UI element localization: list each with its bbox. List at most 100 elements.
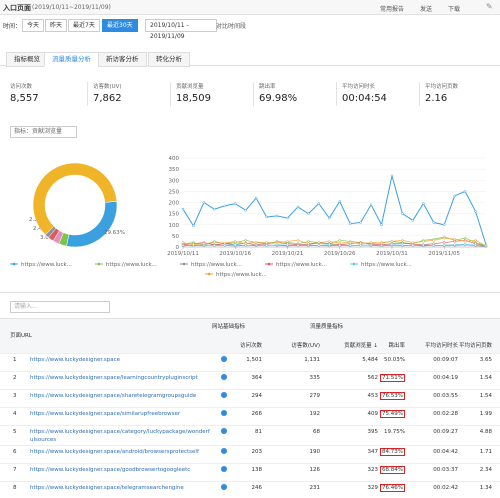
cell-value: 5,484 bbox=[362, 357, 378, 363]
cell-value: 68 bbox=[313, 429, 320, 435]
line-point bbox=[411, 219, 415, 222]
cell-value: 203 bbox=[251, 449, 263, 455]
page-url[interactable]: https://www.luckydesigner.space/android/… bbox=[30, 449, 199, 455]
cell-value: 1.54 bbox=[479, 393, 492, 399]
page-url[interactable]: https://www.luckydesigner.space bbox=[30, 357, 121, 363]
tab[interactable]: 转化分析 bbox=[148, 52, 190, 67]
line-point bbox=[286, 240, 289, 243]
indicator-select[interactable]: 指标：贡献浏览量 bbox=[10, 126, 77, 138]
line-series bbox=[182, 243, 487, 247]
action[interactable]: 常用报告 bbox=[380, 6, 405, 13]
cell-value: 00:03:37 bbox=[433, 467, 458, 473]
metric-label: 访客数(UV) bbox=[93, 84, 122, 90]
cell-value: 246 bbox=[251, 485, 263, 491]
line-point bbox=[244, 209, 247, 212]
line-point bbox=[401, 243, 404, 247]
line-point bbox=[432, 239, 436, 242]
url-icon bbox=[221, 466, 227, 472]
metric-separator bbox=[253, 82, 254, 106]
compare-link[interactable]: 对比时间段 bbox=[216, 23, 247, 30]
legend-label: https://www.luck... bbox=[191, 262, 242, 268]
metric-value: 69.98% bbox=[259, 93, 298, 104]
legend-label: https://www.luck... bbox=[106, 262, 157, 268]
page-url[interactable]: https://www.luckydesigner.space/sharetel… bbox=[30, 393, 197, 399]
row-line bbox=[0, 389, 500, 390]
cell-value: 1.71 bbox=[479, 449, 492, 455]
search-input[interactable]: 请输入... bbox=[10, 301, 110, 313]
legend-dot bbox=[352, 262, 356, 266]
line-point bbox=[202, 201, 206, 204]
page-url[interactable]: https://www.luckydesigner.space/goodbrow… bbox=[30, 467, 191, 473]
pin-icon[interactable]: ✎ bbox=[486, 2, 493, 11]
page-url[interactable]: https://www.luckydesigner.space/similaru… bbox=[30, 411, 181, 417]
line-point bbox=[328, 216, 331, 220]
page-url[interactable]: https://www.luckydesigner.space/category… bbox=[30, 429, 210, 443]
url-icon bbox=[221, 448, 227, 454]
date-input[interactable]: 2019/10/11 - 2019/11/09 bbox=[145, 19, 217, 40]
url-icon bbox=[221, 356, 227, 362]
group-header: 网站基础指标 bbox=[212, 324, 246, 330]
line-point bbox=[233, 240, 237, 243]
line-point bbox=[411, 244, 415, 247]
line-point bbox=[442, 241, 446, 244]
x-tick-label: 2019/10/16 bbox=[219, 251, 251, 257]
page-url[interactable]: https://www.luckydesigner.space/telegram… bbox=[30, 485, 184, 491]
line-point bbox=[223, 204, 227, 208]
action[interactable]: 下载 bbox=[448, 6, 461, 13]
filter-option[interactable]: 昨天 bbox=[45, 19, 68, 32]
cell-value: 00:02:28 bbox=[433, 411, 458, 417]
line-point bbox=[192, 224, 195, 228]
cell-value: 1,131 bbox=[304, 357, 320, 363]
line-point bbox=[307, 242, 310, 245]
y-tick-label: 100 bbox=[169, 223, 180, 229]
filter-option[interactable]: 最近7天 bbox=[68, 19, 100, 32]
cell-value: 75.49% bbox=[380, 410, 405, 418]
metric-label: 平均访问页数 bbox=[425, 84, 459, 90]
line-point bbox=[390, 240, 394, 243]
metric-value: 8,557 bbox=[10, 93, 39, 104]
line-point bbox=[453, 237, 456, 241]
line-point bbox=[328, 243, 331, 247]
y-tick-label: 150 bbox=[169, 212, 180, 218]
metric-value: 2.16 bbox=[425, 93, 448, 104]
row-index: 7 bbox=[13, 467, 17, 473]
x-tick-label: 2019/10/21 bbox=[272, 251, 304, 257]
metric-value: 18,509 bbox=[176, 93, 211, 104]
url-icon bbox=[221, 410, 227, 416]
cell-value: 347 bbox=[367, 449, 379, 455]
filter-option[interactable]: 最近30天 bbox=[102, 19, 138, 32]
filter-label: 时间： bbox=[3, 23, 22, 30]
cell-value: 3.65 bbox=[479, 357, 492, 363]
cell-value: 231 bbox=[309, 485, 321, 491]
filter-option[interactable]: 今天 bbox=[22, 19, 45, 32]
y-tick-label: 50 bbox=[172, 234, 179, 240]
cell-value: 00:03:55 bbox=[433, 393, 458, 399]
cell-value: 68.84% bbox=[380, 466, 405, 474]
cell-value: 335 bbox=[309, 375, 321, 381]
line-point bbox=[317, 202, 321, 205]
cell-value: 294 bbox=[251, 393, 263, 399]
line-point bbox=[484, 244, 488, 248]
tab[interactable]: 新访客分析 bbox=[98, 52, 147, 67]
pie-label: 29.63% bbox=[104, 230, 125, 236]
cell-value: 4.88 bbox=[479, 429, 492, 435]
row-line bbox=[0, 425, 500, 426]
action[interactable]: 发送 bbox=[420, 6, 433, 13]
legend-label: https://www.luck... bbox=[361, 262, 412, 268]
line-point bbox=[244, 239, 247, 242]
legend-label: https://www.luck... bbox=[21, 262, 72, 268]
row-line bbox=[0, 481, 500, 482]
y-tick-label: 0 bbox=[176, 245, 180, 251]
legend-label: https://www.luck... bbox=[276, 262, 327, 268]
cell-value: 2.34 bbox=[479, 467, 492, 473]
page-url[interactable]: https://www.luckydesigner.space/learning… bbox=[30, 375, 198, 381]
row-index: 3 bbox=[13, 393, 17, 399]
url-icon bbox=[221, 484, 227, 490]
line-point bbox=[223, 241, 227, 245]
line-point bbox=[213, 244, 216, 247]
group-header: 流量质量指标 bbox=[310, 324, 344, 330]
line-point bbox=[463, 243, 467, 246]
cell-value: 84.73% bbox=[380, 448, 405, 456]
cell-value: 192 bbox=[309, 411, 321, 417]
line-point bbox=[296, 244, 300, 247]
